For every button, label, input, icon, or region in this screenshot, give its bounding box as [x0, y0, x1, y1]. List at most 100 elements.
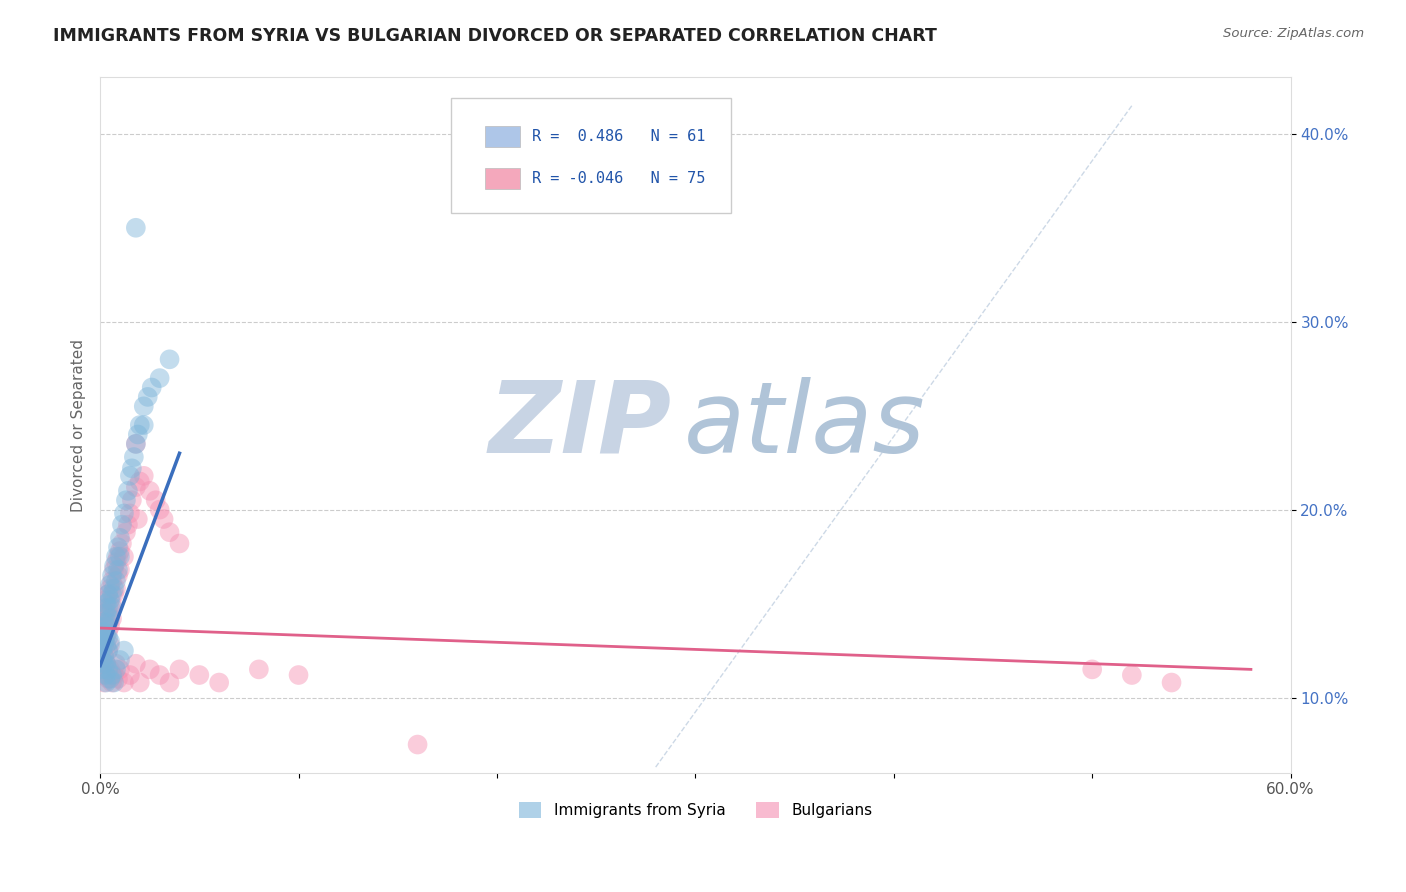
Point	[1121, 668, 1143, 682]
Point	[91, 634, 114, 648]
Point	[107, 568, 129, 582]
Point	[93, 634, 115, 648]
Point	[93, 638, 115, 652]
Point	[101, 675, 124, 690]
Point	[121, 461, 143, 475]
Point	[98, 592, 121, 607]
Point	[1160, 675, 1182, 690]
Point	[94, 675, 117, 690]
Point	[93, 615, 115, 630]
Point	[91, 643, 114, 657]
Point	[101, 612, 124, 626]
Point	[97, 615, 120, 630]
Point	[91, 662, 114, 676]
Point	[97, 587, 120, 601]
Point	[149, 371, 172, 385]
Point	[91, 624, 114, 639]
Point	[97, 624, 120, 639]
Text: R =  0.486   N = 61: R = 0.486 N = 61	[533, 129, 706, 144]
Point	[103, 559, 125, 574]
Point	[138, 662, 160, 676]
Point	[101, 568, 124, 582]
FancyBboxPatch shape	[451, 98, 731, 213]
Point	[97, 662, 120, 676]
Legend: Immigrants from Syria, Bulgarians: Immigrants from Syria, Bulgarians	[512, 796, 879, 824]
Point	[93, 649, 115, 664]
Point	[94, 638, 117, 652]
Point	[117, 483, 139, 498]
Point	[98, 662, 121, 676]
Text: R = -0.046   N = 75: R = -0.046 N = 75	[533, 170, 706, 186]
Point	[93, 631, 115, 645]
Point	[149, 502, 172, 516]
FancyBboxPatch shape	[485, 168, 520, 189]
Point	[98, 582, 121, 596]
Point	[94, 638, 117, 652]
Point	[122, 450, 145, 464]
Point	[159, 352, 181, 367]
Point	[112, 549, 135, 564]
Point	[98, 634, 121, 648]
Point	[98, 619, 121, 633]
Point	[94, 657, 117, 671]
Text: atlas: atlas	[683, 376, 925, 474]
Point	[169, 536, 191, 550]
Point	[91, 624, 114, 639]
Point	[93, 649, 115, 664]
Point	[94, 657, 117, 671]
Point	[107, 563, 129, 577]
Point	[111, 536, 134, 550]
Point	[94, 668, 117, 682]
Point	[97, 643, 120, 657]
Point	[128, 675, 150, 690]
Point	[125, 480, 148, 494]
Point	[94, 597, 117, 611]
Point	[127, 427, 149, 442]
Text: IMMIGRANTS FROM SYRIA VS BULGARIAN DIVORCED OR SEPARATED CORRELATION CHART: IMMIGRANTS FROM SYRIA VS BULGARIAN DIVOR…	[53, 27, 938, 45]
Point	[94, 592, 117, 607]
Point	[103, 675, 125, 690]
Point	[112, 643, 135, 657]
Point	[94, 619, 117, 633]
Point	[149, 668, 172, 682]
Point	[103, 668, 125, 682]
Point	[125, 437, 148, 451]
Point	[112, 675, 135, 690]
Point	[108, 563, 131, 577]
Point	[94, 629, 117, 643]
Point	[136, 390, 159, 404]
Point	[97, 672, 120, 686]
Point	[98, 638, 121, 652]
Point	[93, 606, 115, 620]
Point	[105, 549, 128, 564]
Point	[108, 662, 131, 676]
Point	[93, 619, 115, 633]
Point	[93, 662, 115, 676]
Point	[138, 483, 160, 498]
Point	[101, 597, 124, 611]
Point	[145, 493, 167, 508]
Point	[128, 418, 150, 433]
FancyBboxPatch shape	[485, 126, 520, 147]
Point	[105, 662, 128, 676]
Point	[287, 668, 309, 682]
Point	[132, 468, 155, 483]
Point	[91, 615, 114, 630]
Point	[97, 600, 120, 615]
Point	[94, 657, 117, 671]
Point	[152, 512, 174, 526]
Point	[94, 615, 117, 630]
Point	[125, 657, 148, 671]
Point	[118, 507, 141, 521]
Point	[98, 600, 121, 615]
Point	[103, 587, 125, 601]
Point	[91, 668, 114, 682]
Point	[141, 380, 163, 394]
Point	[118, 468, 141, 483]
Point	[93, 624, 115, 639]
Point	[97, 606, 120, 620]
Point	[115, 493, 138, 508]
Point	[115, 525, 138, 540]
Point	[118, 668, 141, 682]
Point	[108, 544, 131, 558]
